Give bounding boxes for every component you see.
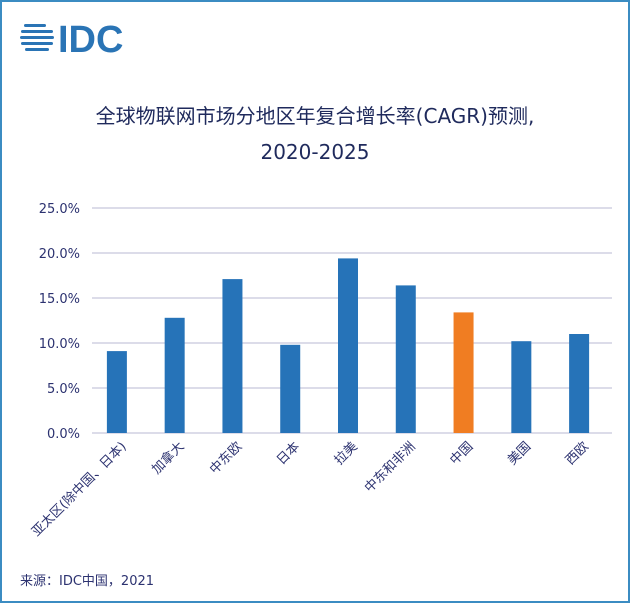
bar (453, 312, 474, 433)
source-note: 来源：IDC中国，2021 (20, 574, 155, 589)
x-tick-label: 日本 (274, 439, 303, 468)
chart-title: 全球物联网市场分地区年复合增长率(CAGR)预测, 2020-2025 (2, 98, 628, 170)
x-tick-label: 拉美 (332, 439, 361, 468)
y-tick-label: 15.0% (39, 292, 80, 307)
bar (106, 351, 127, 433)
y-tick-label: 10.0% (39, 337, 80, 352)
logo-text: IDC (58, 19, 123, 56)
bar (280, 344, 301, 433)
x-tick-label: 加拿大 (149, 439, 188, 478)
x-tick-label: 美国 (505, 439, 534, 468)
x-tick-label: 中东欧 (207, 439, 245, 477)
idc-logo: IDC (20, 19, 123, 56)
bar (222, 279, 243, 433)
y-tick-label: 20.0% (39, 247, 80, 262)
x-tick-label: 中东和非洲 (362, 439, 419, 496)
bar (164, 317, 185, 433)
bar (511, 341, 532, 433)
y-tick-label: 5.0% (47, 382, 80, 397)
bar (338, 258, 358, 433)
title-line-2: 2020-2025 (260, 140, 370, 164)
x-tick-label: 中国 (447, 439, 476, 468)
y-tick-label: 25.0% (39, 202, 80, 217)
bar (395, 285, 416, 433)
x-tick-label: 亚太区(除中国、日本) (29, 439, 130, 540)
title-line-1: 全球物联网市场分地区年复合增长率(CAGR)预测, (95, 104, 535, 128)
y-tick-label: 0.0% (47, 427, 80, 442)
x-tick-label: 西欧 (563, 439, 592, 468)
bar (569, 334, 590, 433)
